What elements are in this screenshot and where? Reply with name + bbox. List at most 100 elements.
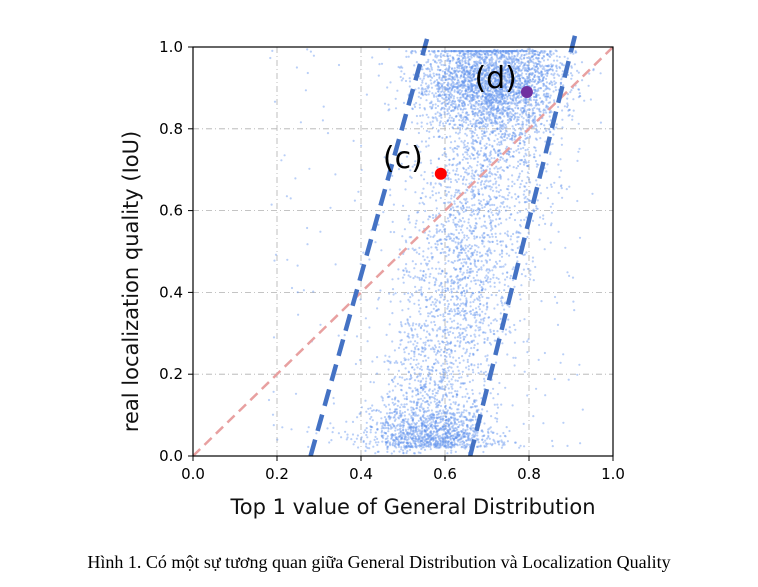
- scatter-point: [539, 101, 543, 104]
- scatter-point: [387, 424, 390, 427]
- scatter-point: [443, 71, 447, 74]
- scatter-point: [528, 80, 531, 83]
- scatter-point: [452, 81, 455, 84]
- scatter-point: [451, 395, 454, 398]
- scatter-point: [476, 152, 479, 155]
- scatter-point: [403, 403, 406, 406]
- scatter-point: [510, 213, 513, 216]
- scatter-point: [424, 429, 427, 432]
- scatter-point: [442, 75, 445, 78]
- scatter-point: [392, 416, 395, 419]
- scatter-point: [472, 339, 475, 342]
- scatter-point: [520, 115, 523, 118]
- scatter-point: [463, 73, 466, 76]
- scatter-point: [428, 389, 431, 392]
- scatter-point: [449, 383, 452, 386]
- scatter-point: [440, 102, 443, 105]
- scatter-point: [415, 345, 418, 348]
- scatter-point: [500, 126, 503, 129]
- scatter-point: [480, 255, 483, 258]
- scatter-point: [476, 342, 479, 345]
- scatter-point: [449, 135, 452, 138]
- scatter-point: [487, 296, 490, 300]
- scatter-point: [424, 195, 427, 198]
- scatter-point: [448, 70, 451, 73]
- scatter-point: [463, 290, 466, 293]
- scatter-point: [457, 112, 460, 115]
- scatter-point: [494, 197, 497, 200]
- scatter-point: [440, 364, 443, 367]
- scatter-point: [462, 141, 465, 144]
- scatter-point: [537, 163, 540, 166]
- scatter-point: [425, 421, 428, 424]
- scatter-point: [448, 123, 451, 126]
- scatter-point: [473, 405, 477, 408]
- scatter-point: [486, 92, 489, 95]
- scatter-point: [447, 420, 450, 423]
- scatter-point: [456, 245, 459, 248]
- scatter-point: [467, 72, 470, 75]
- scatter-point: [484, 331, 487, 334]
- scatter-point: [577, 88, 581, 91]
- scatter-point: [410, 426, 413, 429]
- scatter-point: [518, 49, 521, 52]
- scatter-point: [517, 73, 521, 76]
- scatter-point: [530, 55, 533, 58]
- scatter-point: [549, 224, 553, 227]
- scatter-point: [427, 402, 430, 406]
- scatter-point: [455, 268, 458, 271]
- scatter-point: [473, 83, 476, 87]
- scatter-point: [513, 116, 517, 119]
- scatter-point: [496, 49, 499, 52]
- scatter-point: [486, 116, 489, 119]
- scatter-point: [457, 307, 460, 310]
- scatter-point: [402, 204, 405, 207]
- scatter-point: [523, 107, 526, 110]
- scatter-point: [454, 173, 457, 176]
- scatter-point: [545, 64, 548, 68]
- scatter-point: [452, 102, 455, 105]
- scatter-point: [465, 297, 468, 300]
- scatter-point: [445, 220, 448, 224]
- scatter-point: [509, 72, 512, 76]
- scatter-point: [503, 135, 506, 138]
- scatter-point: [494, 50, 497, 53]
- scatter-point: [442, 409, 445, 412]
- scatter-point: [424, 298, 427, 301]
- scatter-point: [513, 55, 517, 58]
- scatter-point: [493, 50, 496, 53]
- scatter-point: [516, 50, 519, 54]
- scatter-point: [542, 101, 545, 104]
- scatter-point: [534, 124, 537, 127]
- scatter-point: [466, 257, 469, 260]
- scatter-point: [541, 73, 544, 76]
- scatter-point: [529, 72, 532, 75]
- scatter-point: [545, 87, 548, 90]
- scatter-point: [389, 360, 392, 363]
- scatter-point: [428, 70, 432, 73]
- scatter-point: [416, 375, 419, 378]
- scatter-point: [481, 72, 484, 75]
- scatter-point: [490, 56, 493, 59]
- scatter-point: [392, 403, 396, 406]
- scatter-point: [465, 188, 468, 191]
- scatter-point: [421, 347, 424, 350]
- scatter-point: [403, 273, 406, 276]
- scatter-point: [535, 94, 538, 97]
- scatter-point: [441, 230, 444, 233]
- scatter-point: [405, 403, 408, 406]
- scatter-point: [419, 374, 422, 377]
- scatter-point: [462, 271, 465, 274]
- scatter-point: [476, 212, 480, 215]
- scatter-point: [450, 446, 453, 449]
- scatter-point: [464, 335, 467, 338]
- scatter-point: [491, 145, 494, 148]
- scatter-point: [447, 253, 450, 256]
- scatter-point: [457, 256, 460, 259]
- scatter-point: [464, 247, 467, 250]
- scatter-point: [544, 109, 547, 112]
- scatter-point: [506, 137, 509, 140]
- scatter-point: [469, 420, 472, 423]
- scatter-point: [464, 52, 467, 55]
- scatter-point: [549, 151, 552, 154]
